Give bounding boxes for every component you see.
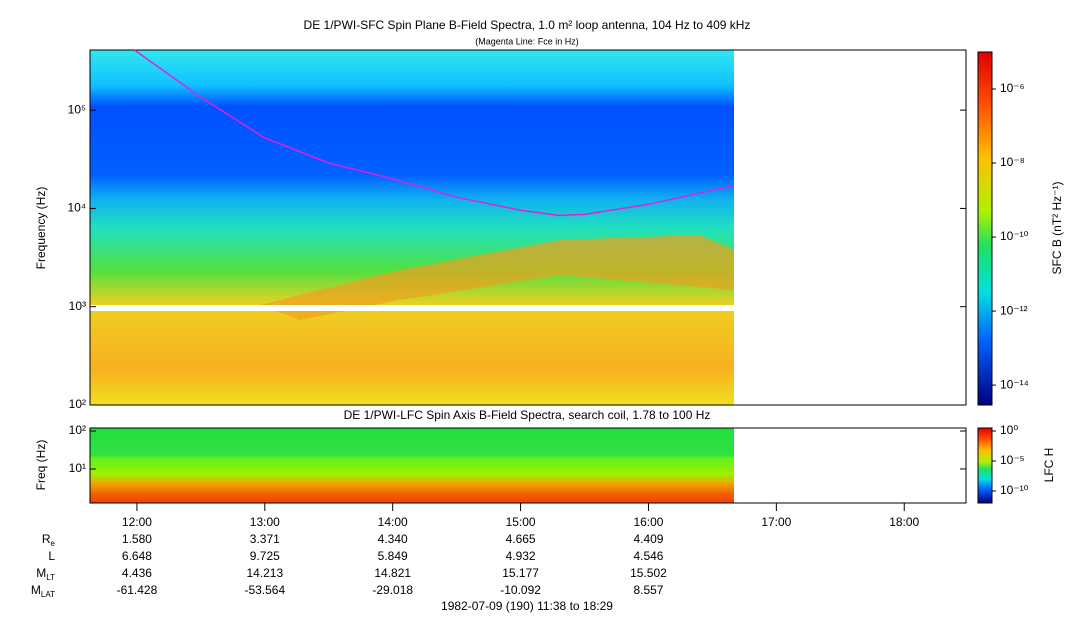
y-tick-label: 10⁵ bbox=[68, 102, 86, 116]
x-tick-label: 14:00 bbox=[378, 515, 408, 529]
ephemeris-value: 4.436 bbox=[122, 566, 152, 580]
ephemeris-value: 15.177 bbox=[502, 566, 539, 580]
colorbar-tick-label: 10⁻¹⁴ bbox=[1000, 377, 1029, 391]
ephemeris-value: 3.371 bbox=[250, 532, 280, 546]
y-tick-label: 10² bbox=[69, 397, 86, 411]
ephemeris-label-main: R bbox=[42, 532, 51, 546]
ephemeris-value: -53.564 bbox=[244, 583, 285, 597]
ephemeris-label-main: M bbox=[31, 583, 41, 597]
colorbar-tick-label: 10⁰ bbox=[1000, 423, 1018, 437]
plot-frame bbox=[89, 49, 967, 406]
spectrogram-image bbox=[90, 428, 734, 503]
x-tick-label: 15:00 bbox=[506, 515, 536, 529]
spectrogram-feature bbox=[260, 235, 734, 320]
y-tick-label: 10⁴ bbox=[67, 201, 86, 215]
colorbar-tick-label: 10⁻⁶ bbox=[1000, 81, 1025, 95]
ephemeris-label-main: L bbox=[48, 549, 55, 563]
colorbar-tick-label: 10⁻¹² bbox=[1000, 303, 1028, 317]
ephemeris-label-main: M bbox=[36, 566, 46, 580]
ephemeris-value: 9.725 bbox=[250, 549, 280, 563]
y-axis-label: Freq (Hz) bbox=[34, 440, 48, 491]
ephemeris-value: -29.018 bbox=[372, 583, 413, 597]
ephemeris-value: 4.932 bbox=[506, 549, 536, 563]
spectrogram-image bbox=[90, 50, 734, 405]
footer: 1982-07-09 (190) 11:38 to 18:29 bbox=[441, 599, 613, 613]
ephemeris-value: -61.428 bbox=[117, 583, 158, 597]
ephemeris-label: L bbox=[48, 549, 55, 563]
ephemeris-value: 4.546 bbox=[633, 549, 663, 563]
ephemeris-value: 5.849 bbox=[378, 549, 408, 563]
y-axis-label: Frequency (Hz) bbox=[34, 187, 48, 270]
ephemeris-label-sub: LT bbox=[46, 573, 55, 582]
ephemeris-value: 1.580 bbox=[122, 532, 152, 546]
x-tick-label: 16:00 bbox=[633, 515, 663, 529]
ephemeris-value: 4.340 bbox=[378, 532, 408, 546]
plot-frame bbox=[89, 427, 967, 504]
ephemeris-value: 15.502 bbox=[630, 566, 667, 580]
x-tick-label: 17:00 bbox=[761, 515, 791, 529]
ephemeris-value: -10.092 bbox=[500, 583, 541, 597]
ephemeris-label: MLAT bbox=[31, 583, 55, 599]
data-gap bbox=[90, 305, 734, 311]
ephemeris-value: 4.409 bbox=[633, 532, 663, 546]
colorbar-tick-label: 10⁻⁸ bbox=[1000, 155, 1025, 169]
ephemeris-value: 6.648 bbox=[122, 549, 152, 563]
ephemeris-value: 14.213 bbox=[246, 566, 283, 580]
x-tick-label: 13:00 bbox=[250, 515, 280, 529]
colorbar-tick-label: 10⁻⁵ bbox=[1000, 453, 1025, 467]
colorbar-tick-label: 10⁻¹⁰ bbox=[1000, 483, 1029, 497]
chart-title: DE 1/PWI-SFC Spin Plane B-Field Spectra,… bbox=[304, 18, 751, 32]
colorbar bbox=[977, 51, 993, 406]
colorbar-tick-label: 10⁻¹⁰ bbox=[1000, 229, 1029, 243]
ephemeris-value: 8.557 bbox=[633, 583, 663, 597]
ephemeris-value: 14.821 bbox=[374, 566, 411, 580]
y-tick-label: 10¹ bbox=[69, 461, 86, 475]
colorbar bbox=[977, 427, 993, 504]
y-tick-label: 10² bbox=[69, 423, 86, 437]
x-tick-label: 12:00 bbox=[122, 515, 152, 529]
ephemeris-value: 4.665 bbox=[506, 532, 536, 546]
fce-line bbox=[133, 49, 734, 217]
ephemeris-label: MLT bbox=[36, 566, 55, 582]
ephemeris-label: Re bbox=[42, 532, 56, 548]
ephemeris-label-sub: LAT bbox=[41, 590, 55, 599]
chart-subtitle: (Magenta Line: Fce in Hz) bbox=[475, 36, 579, 46]
x-tick-label: 18:00 bbox=[889, 515, 919, 529]
chart-title: DE 1/PWI-LFC Spin Axis B-Field Spectra, … bbox=[344, 408, 711, 422]
y-tick-label: 10³ bbox=[69, 299, 86, 313]
ephemeris-label-sub: e bbox=[51, 539, 56, 548]
colorbar-label: LFC H bbox=[1042, 448, 1056, 483]
colorbar-label: SFC B (nT² Hz⁻¹) bbox=[1050, 182, 1064, 275]
